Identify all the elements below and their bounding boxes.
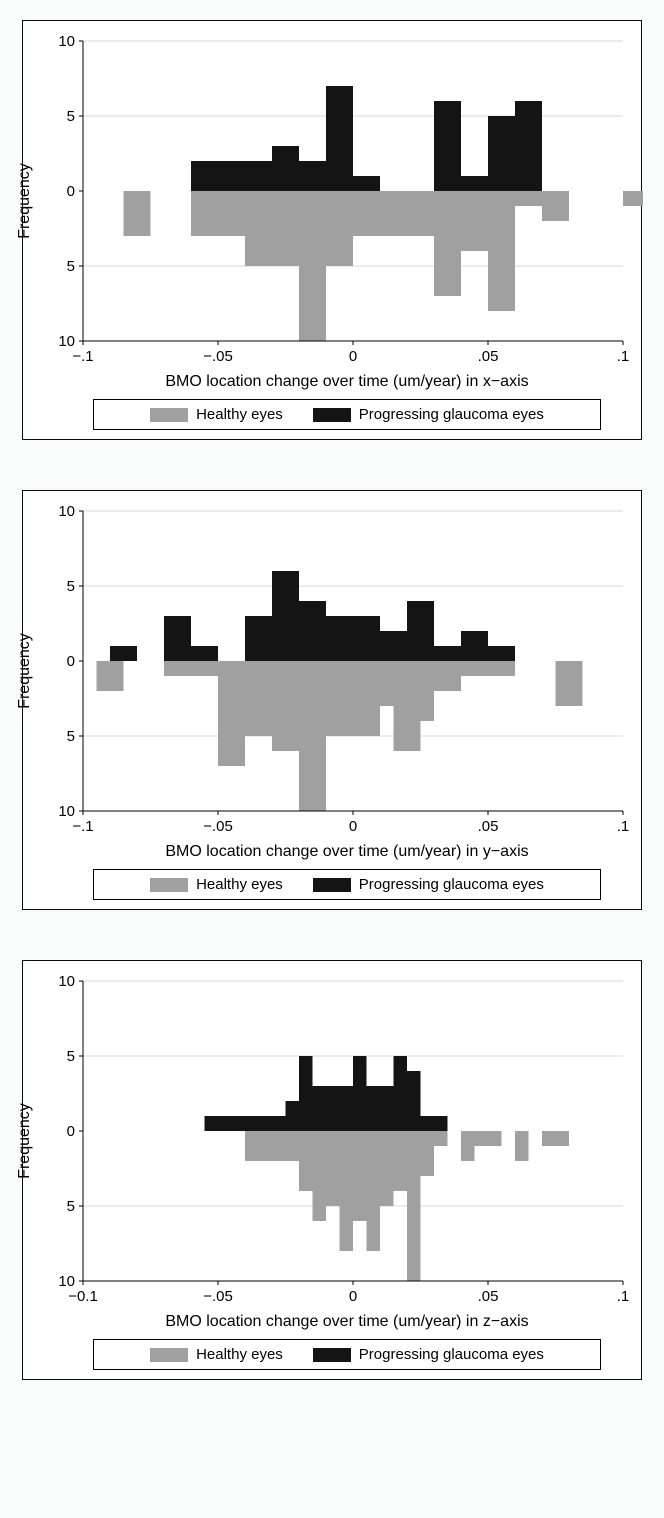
legend-label-glaucoma: Progressing glaucoma eyes	[359, 406, 544, 423]
svg-text:5: 5	[67, 1048, 75, 1065]
svg-text:.05: .05	[478, 1288, 499, 1305]
x-axis-label: BMO location change over time (um/year) …	[33, 373, 631, 391]
svg-text:−0.1: −0.1	[68, 1288, 98, 1305]
swatch-glaucoma	[313, 1348, 351, 1362]
y-axis-label: Frequency	[16, 163, 34, 239]
svg-text:0: 0	[67, 653, 75, 670]
legend-item-healthy: Healthy eyes	[150, 876, 283, 893]
panel-x: Frequency1050510−.1−.050.05.1BMO locatio…	[22, 20, 642, 440]
svg-text:.1: .1	[617, 1288, 630, 1305]
swatch-healthy	[150, 408, 188, 422]
chart-area: Frequency1050510−.1−.050.05.1	[33, 501, 631, 841]
svg-text:5: 5	[67, 728, 75, 745]
legend-item-glaucoma: Progressing glaucoma eyes	[313, 876, 544, 893]
panel-z: Frequency1050510−0.1−.050.05.1BMO locati…	[22, 960, 642, 1380]
svg-text:10: 10	[58, 973, 75, 990]
svg-text:5: 5	[67, 1198, 75, 1215]
legend: Healthy eyes Progressing glaucoma eyes	[93, 399, 601, 430]
svg-text:0: 0	[349, 818, 357, 835]
swatch-glaucoma	[313, 878, 351, 892]
svg-text:.1: .1	[617, 348, 630, 365]
svg-text:−.05: −.05	[203, 348, 233, 365]
x-axis-label: BMO location change over time (um/year) …	[33, 1313, 631, 1331]
histogram-x: 1050510−.1−.050.05.1	[33, 31, 643, 371]
panel-y: Frequency1050510−.1−.050.05.1BMO locatio…	[22, 490, 642, 910]
svg-text:−.05: −.05	[203, 1288, 233, 1305]
legend: Healthy eyes Progressing glaucoma eyes	[93, 869, 601, 900]
svg-text:−.05: −.05	[203, 818, 233, 835]
y-axis-label: Frequency	[16, 633, 34, 709]
svg-text:5: 5	[67, 578, 75, 595]
x-axis-label: BMO location change over time (um/year) …	[33, 843, 631, 861]
legend-label-glaucoma: Progressing glaucoma eyes	[359, 1346, 544, 1363]
svg-text:5: 5	[67, 108, 75, 125]
legend-label-glaucoma: Progressing glaucoma eyes	[359, 876, 544, 893]
legend: Healthy eyes Progressing glaucoma eyes	[93, 1339, 601, 1370]
histogram-y: 1050510−.1−.050.05.1	[33, 501, 643, 841]
legend-item-glaucoma: Progressing glaucoma eyes	[313, 406, 544, 423]
chart-area: Frequency1050510−0.1−.050.05.1	[33, 971, 631, 1311]
svg-text:−.1: −.1	[72, 818, 93, 835]
legend-label-healthy: Healthy eyes	[196, 876, 283, 893]
svg-text:0: 0	[67, 1123, 75, 1140]
y-axis-label: Frequency	[16, 1103, 34, 1179]
svg-text:10: 10	[58, 503, 75, 520]
svg-text:.1: .1	[617, 818, 630, 835]
swatch-glaucoma	[313, 408, 351, 422]
legend-item-healthy: Healthy eyes	[150, 406, 283, 423]
swatch-healthy	[150, 1348, 188, 1362]
svg-text:.05: .05	[478, 348, 499, 365]
histogram-z: 1050510−0.1−.050.05.1	[33, 971, 643, 1311]
chart-area: Frequency1050510−.1−.050.05.1	[33, 31, 631, 371]
legend-item-healthy: Healthy eyes	[150, 1346, 283, 1363]
svg-text:.05: .05	[478, 818, 499, 835]
svg-text:10: 10	[58, 33, 75, 50]
legend-item-glaucoma: Progressing glaucoma eyes	[313, 1346, 544, 1363]
svg-text:0: 0	[349, 348, 357, 365]
svg-text:0: 0	[67, 183, 75, 200]
legend-label-healthy: Healthy eyes	[196, 406, 283, 423]
swatch-healthy	[150, 878, 188, 892]
svg-text:5: 5	[67, 258, 75, 275]
legend-label-healthy: Healthy eyes	[196, 1346, 283, 1363]
svg-text:0: 0	[349, 1288, 357, 1305]
svg-text:−.1: −.1	[72, 348, 93, 365]
